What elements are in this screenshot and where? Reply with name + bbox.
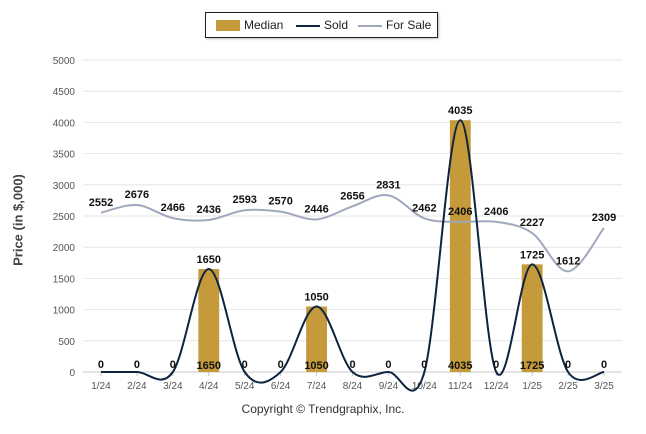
- for-sale-label-12: 2227: [520, 217, 544, 229]
- for-sale-label-1: 2676: [125, 189, 149, 201]
- for-sale-label-6: 2446: [304, 203, 328, 215]
- y-tick-label: 2000: [53, 243, 76, 254]
- x-tick-label-9-24: 9/24: [379, 381, 399, 392]
- x-tick-label-12-24: 12/24: [484, 381, 509, 392]
- x-tick-label-10-24: 10/24: [412, 381, 437, 392]
- y-tick-label: 3000: [53, 181, 76, 192]
- median-bar-12: [521, 264, 543, 372]
- legend-for-sale-swatch: [358, 25, 382, 27]
- median-label-6: 1050: [304, 360, 328, 372]
- y-tick-label: 3500: [53, 150, 76, 161]
- y-tick-label: 5000: [53, 56, 76, 67]
- for-sale-label-11: 2406: [484, 206, 508, 218]
- y-axis-title: Price (in $,000): [10, 174, 26, 266]
- for-sale-label-5: 2570: [268, 196, 292, 208]
- legend-median-label: Median: [244, 18, 284, 32]
- y-tick-label: 4500: [53, 87, 76, 98]
- for-sale-label-9: 2462: [412, 202, 436, 214]
- for-sale-label-2: 2466: [161, 202, 185, 214]
- sold-label-4: 0: [242, 359, 248, 371]
- legend-sold-label: Sold: [324, 18, 349, 32]
- for-sale-label-0: 2552: [89, 197, 113, 209]
- median-bar-10: [449, 120, 471, 372]
- x-tick-label-1-25: 1/25: [522, 381, 542, 392]
- sold-label-0: 0: [98, 359, 104, 371]
- sold-line: [100, 119, 605, 392]
- sold-label-1: 0: [134, 359, 140, 371]
- sold-label-8: 0: [385, 359, 391, 371]
- y-tick-label: 1000: [53, 306, 76, 317]
- sold-label-3: 1650: [197, 254, 221, 266]
- x-tick-label-4-24: 4/24: [199, 381, 219, 392]
- x-tick-label-1-24: 1/24: [91, 381, 111, 392]
- y-tick-label: 500: [58, 337, 75, 348]
- for-sale-label-10: 2406: [448, 206, 472, 218]
- legend-for-sale-label: For Sale: [386, 18, 432, 32]
- sold-label-9: 0: [421, 359, 427, 371]
- median-label-12: 1725: [520, 360, 544, 372]
- legend-sold-swatch: [296, 25, 320, 27]
- x-tick-label-2-24: 2/24: [127, 381, 147, 392]
- y-tick-label: 1500: [53, 274, 76, 285]
- for-sale-label-4: 2593: [232, 194, 256, 206]
- sold-label-14: 0: [601, 359, 607, 371]
- x-tick-label-8-24: 8/24: [343, 381, 363, 392]
- x-tick-label-6-24: 6/24: [271, 381, 291, 392]
- for-sale-label-3: 2436: [197, 204, 221, 216]
- y-tick-label: 0: [69, 368, 75, 379]
- for-sale-label-13: 1612: [556, 255, 580, 267]
- sold-label-6: 1050: [304, 291, 328, 303]
- sold-label-7: 0: [349, 359, 355, 371]
- median-label-3: 1650: [197, 360, 221, 372]
- y-tick-label: 2500: [53, 212, 76, 223]
- median-bar-6: [306, 306, 327, 372]
- x-tick-label-3-25: 3/25: [594, 381, 614, 392]
- copyright-text: Copyright © Trendgraphix, Inc.: [241, 402, 405, 416]
- legend: Median Sold For Sale: [205, 12, 438, 38]
- sold-label-11: 0: [493, 359, 499, 371]
- median-bar-3: [198, 269, 220, 372]
- x-tick-label-3-24: 3/24: [163, 381, 183, 392]
- x-tick-label-11-24: 11/24: [448, 381, 473, 392]
- for-sale-line: [100, 194, 605, 273]
- for-sale-label-14: 2309: [592, 212, 616, 224]
- median-label-10: 4035: [448, 360, 472, 372]
- sold-label-5: 0: [278, 359, 284, 371]
- for-sale-label-8: 2831: [376, 179, 400, 191]
- sold-label-13: 0: [565, 359, 571, 371]
- x-tick-label-2-25: 2/25: [558, 381, 578, 392]
- y-tick-label: 4000: [53, 118, 76, 129]
- legend-median-swatch: [216, 20, 240, 31]
- sold-label-10: 4035: [448, 105, 472, 117]
- x-tick-label-7-24: 7/24: [307, 381, 327, 392]
- x-tick-label-5-24: 5/24: [235, 381, 255, 392]
- sold-label-12: 1725: [520, 249, 544, 261]
- for-sale-label-7: 2656: [340, 190, 364, 202]
- sold-label-2: 0: [170, 359, 176, 371]
